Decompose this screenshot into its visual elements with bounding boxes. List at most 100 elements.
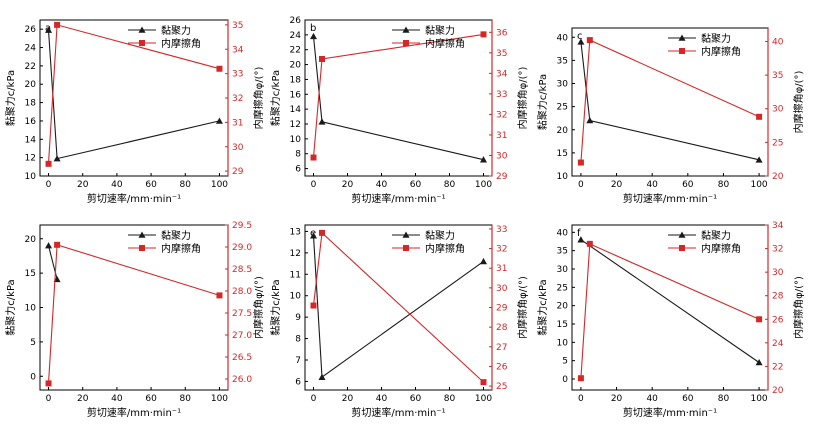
x-axis-title: 剪切速率/mm·min⁻¹ <box>623 406 717 419</box>
y-tick-label: 10 <box>290 135 302 145</box>
y2-tick-label: 36 <box>496 28 508 38</box>
data-point-cohesion <box>577 236 585 243</box>
y2-tick-label: 29.0 <box>232 243 252 253</box>
y-tick-label: 40 <box>557 33 569 43</box>
y2-tick-label: 32 <box>772 245 783 255</box>
y-tick-label: 20 <box>557 126 569 136</box>
y2-tick-label: 22 <box>772 362 783 372</box>
y2-axis-title: 内摩擦角φ/(°) <box>516 67 529 130</box>
data-point-cohesion <box>755 156 763 163</box>
y-axis-title: 黏聚力c/kPa <box>269 279 282 335</box>
y2-tick-label: 30 <box>496 284 508 294</box>
y-tick-label: 26 <box>25 25 37 35</box>
x-axis-title: 剪切速率/mm·min⁻¹ <box>623 192 717 205</box>
y-axis-title: 黏聚力c/kPa <box>4 279 17 335</box>
y2-tick-label: 28.5 <box>232 265 252 275</box>
x-tick-label: 40 <box>646 394 658 404</box>
y2-tick-label: 33 <box>232 70 243 80</box>
y2-tick-label: 28 <box>772 292 784 302</box>
data-point-cohesion <box>53 155 61 162</box>
x-axis-title: 剪切速率/mm·min⁻¹ <box>351 192 445 205</box>
x-tick-label: 80 <box>718 394 730 404</box>
y2-tick-label: 30 <box>496 151 508 161</box>
data-point-cohesion <box>45 242 53 249</box>
y2-tick-label: 32 <box>496 110 507 120</box>
y2-tick-label: 29 <box>496 172 508 182</box>
y2-tick-label: 26.5 <box>232 353 252 363</box>
data-point-cohesion <box>45 26 53 33</box>
x-tick-label: 20 <box>611 180 623 190</box>
y-tick-label: 18 <box>290 75 302 85</box>
legend-label: 内摩擦角 <box>425 242 465 255</box>
legend-label: 内摩擦角 <box>161 37 201 50</box>
data-point-cohesion <box>586 117 594 124</box>
y-tick-label: 10 <box>25 172 37 182</box>
legend-marker <box>679 245 685 251</box>
series-line-friction <box>312 231 484 383</box>
y2-tick-label: 20 <box>772 386 784 396</box>
y-tick-label: 11 <box>290 270 301 280</box>
x-tick-label: 60 <box>682 180 694 190</box>
legend-marker <box>679 48 685 54</box>
y2-axis-title: 内摩擦角φ/(°) <box>252 67 265 130</box>
y2-tick-label: 32 <box>232 94 243 104</box>
x-tick-label: 60 <box>145 394 157 404</box>
x-tick-label: 80 <box>180 180 192 190</box>
y-tick-label: 16 <box>290 90 302 100</box>
chart-panel-4: 0 20 40 60 80 100 0 5 10 15 20 26.0 26.5 27.0 27.5 28.0… <box>4 221 265 419</box>
data-point-cohesion <box>480 156 487 163</box>
legend-label: 内摩擦角 <box>425 37 465 50</box>
legend-label: 黏聚力 <box>161 24 191 37</box>
chart-panel-3: 0 20 40 60 80 100 10 15 20 25 30 35 40 20 25 30 35 40 剪切速率… <box>536 27 805 205</box>
legend-label: 黏聚力 <box>425 24 455 37</box>
x-tick-label: 40 <box>646 180 658 190</box>
series-line-friction <box>47 244 220 384</box>
y2-tick-label: 35 <box>772 71 783 81</box>
x-tick-label: 100 <box>475 180 492 190</box>
x-tick-label: 60 <box>145 180 157 190</box>
y-tick-label: 18 <box>25 99 37 109</box>
y-tick-label: 5 <box>30 338 36 348</box>
series-line-cohesion <box>580 239 760 363</box>
y2-tick-label: 29 <box>496 304 508 314</box>
panel-label: b <box>310 23 316 34</box>
y-tick-label: 8 <box>295 335 301 345</box>
y-tick-label: 40 <box>557 228 569 238</box>
y2-tick-label: 28.0 <box>232 287 252 297</box>
data-point-friction <box>480 31 487 38</box>
x-tick-label: 40 <box>376 394 388 404</box>
y2-tick-label: 35 <box>496 49 507 59</box>
x-tick-label: 80 <box>444 394 456 404</box>
panel-label: f <box>577 228 581 239</box>
y-tick-label: 22 <box>290 46 301 56</box>
x-tick-label: 100 <box>211 394 228 404</box>
x-tick-label: 0 <box>311 180 317 190</box>
legend-marker <box>678 231 686 238</box>
y-tick-label: 10 <box>557 172 569 182</box>
y2-tick-label: 33 <box>496 225 507 235</box>
legend-marker <box>138 26 146 33</box>
y-tick-label: 24 <box>290 31 302 41</box>
y-tick-label: 7 <box>295 356 301 366</box>
x-tick-label: 80 <box>444 180 456 190</box>
y-tick-label: 14 <box>290 105 302 115</box>
x-tick-label: 20 <box>342 180 354 190</box>
y-tick-label: 15 <box>25 269 36 279</box>
data-point-cohesion <box>310 232 317 239</box>
y-axis-title: 黏聚力c/kPa <box>4 70 17 126</box>
y-tick-label: 6 <box>295 377 301 387</box>
y2-axis-title: 内摩擦角φ/(°) <box>516 276 529 339</box>
y-tick-label: 12 <box>25 154 36 164</box>
y-tick-label: 13 <box>290 227 301 237</box>
data-point-friction <box>756 113 763 120</box>
y-tick-label: 5 <box>562 357 568 367</box>
series-line-cohesion <box>580 41 760 161</box>
y-tick-label: 0 <box>30 372 36 382</box>
data-point-friction <box>310 302 317 309</box>
legend-marker <box>403 245 409 251</box>
y-tick-label: 20 <box>557 302 569 312</box>
legend-marker <box>402 231 410 238</box>
legend-label: 内摩擦角 <box>161 242 201 255</box>
y-tick-label: 15 <box>557 320 568 330</box>
y2-tick-label: 29 <box>232 167 244 177</box>
